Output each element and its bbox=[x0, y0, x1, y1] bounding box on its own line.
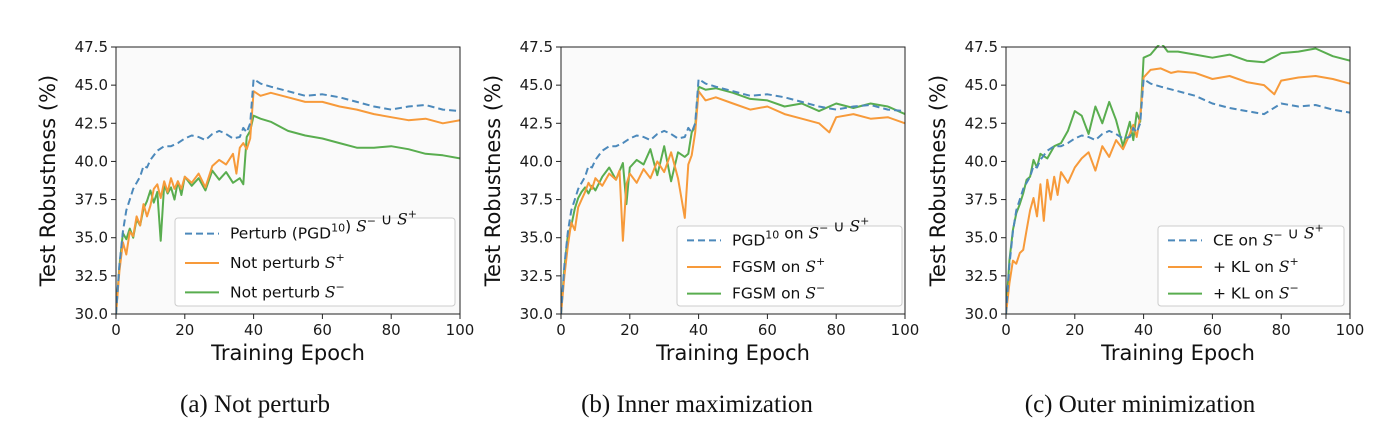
y-tick-label: 42.5 bbox=[520, 114, 553, 132]
y-tick-label: 40.0 bbox=[520, 152, 553, 170]
panel-caption: (a) Not perturb bbox=[180, 391, 330, 418]
series-line-green bbox=[1006, 45, 1350, 314]
x-axis-label: Training Epoch bbox=[210, 341, 365, 365]
y-tick-label: 42.5 bbox=[75, 114, 108, 132]
series-line-green bbox=[561, 85, 905, 314]
y-tick-label: 45.0 bbox=[965, 76, 998, 94]
series-line-blue bbox=[561, 78, 905, 314]
x-tick-label: 60 bbox=[758, 321, 777, 339]
legend-label: + KL on S− bbox=[1213, 282, 1299, 303]
legend-box bbox=[1157, 225, 1345, 307]
y-tick-label: 30.0 bbox=[520, 305, 553, 323]
panel-caption: (c) Outer minimization bbox=[1025, 391, 1256, 418]
x-tick-label: 100 bbox=[1336, 321, 1365, 339]
axes-frame bbox=[560, 46, 906, 315]
x-axis-label: Training Epoch bbox=[655, 341, 810, 365]
legend-label: FGSM on S− bbox=[732, 282, 825, 303]
y-tick-label: 32.5 bbox=[965, 267, 998, 285]
series-group bbox=[1006, 45, 1350, 314]
x-tick-label: 100 bbox=[446, 321, 475, 339]
x-tick-label: 40 bbox=[689, 321, 708, 339]
legend: CE on S− ∪ S+ + KL on S+ + KL on S− bbox=[1157, 221, 1345, 307]
legend-box bbox=[174, 217, 456, 307]
x-tick-label: 60 bbox=[313, 321, 332, 339]
y-tick-label: 40.0 bbox=[965, 152, 998, 170]
legend-label: Not perturb S+ bbox=[230, 251, 345, 272]
series-line-orange bbox=[1006, 67, 1350, 314]
y-tick-label: 37.5 bbox=[965, 191, 998, 209]
y-axis-label: Test Robustness (%) bbox=[926, 75, 950, 287]
x-tick-label: 20 bbox=[1065, 321, 1084, 339]
series-line-orange bbox=[116, 90, 460, 314]
y-tick-label: 45.0 bbox=[75, 76, 108, 94]
legend-label: CE on S− ∪ S+ bbox=[1213, 221, 1324, 249]
y-tick-label: 35.0 bbox=[75, 229, 108, 247]
x-tick-label: 0 bbox=[111, 321, 121, 339]
series-line-orange bbox=[561, 90, 905, 314]
x-tick-label: 80 bbox=[382, 321, 401, 339]
series-group bbox=[561, 78, 905, 314]
legend-label: PGD10 on S− ∪ S+ bbox=[732, 214, 869, 249]
y-tick-label: 35.0 bbox=[520, 229, 553, 247]
x-tick-label: 40 bbox=[1134, 321, 1153, 339]
x-tick-label: 80 bbox=[1272, 321, 1291, 339]
y-tick-label: 37.5 bbox=[520, 191, 553, 209]
x-tick-label: 0 bbox=[556, 321, 566, 339]
x-tick-label: 60 bbox=[1203, 321, 1222, 339]
x-tick-label: 40 bbox=[244, 321, 263, 339]
series-line-blue bbox=[1006, 78, 1350, 314]
x-axis-label: Training Epoch bbox=[1100, 341, 1255, 365]
panel-inner-maximization: 30.0 32.5 35.0 37.5 40.0 42.5 45.0 47.5 0 20 40 60 8… bbox=[481, 38, 919, 418]
y-tick-label: 45.0 bbox=[520, 76, 553, 94]
y-tick-label: 32.5 bbox=[520, 267, 553, 285]
axes-frame bbox=[1005, 46, 1351, 315]
y-tick-label: 32.5 bbox=[75, 267, 108, 285]
panel-not-perturb: 30.0 32.5 35.0 37.5 40.0 42.5 45.0 47.5 0 20 40 60 8… bbox=[36, 38, 474, 418]
y-tick-label: 30.0 bbox=[965, 305, 998, 323]
y-tick-label: 47.5 bbox=[75, 38, 108, 56]
y-tick-label: 42.5 bbox=[965, 114, 998, 132]
axes-frame bbox=[115, 46, 461, 315]
legend-label: Not perturb S− bbox=[230, 280, 345, 301]
legend-label: + KL on S+ bbox=[1213, 255, 1299, 276]
series-group bbox=[116, 78, 460, 314]
legend-label: Perturb (PGD10) S− ∪ S+ bbox=[230, 208, 417, 243]
panel-caption: (b) Inner maximization bbox=[581, 391, 813, 418]
x-tick-label: 80 bbox=[827, 321, 846, 339]
y-axis-label: Test Robustness (%) bbox=[481, 75, 505, 287]
y-tick-label: 47.5 bbox=[965, 38, 998, 56]
legend-label: FGSM on S+ bbox=[732, 255, 825, 276]
y-tick-label: 37.5 bbox=[75, 191, 108, 209]
legend: PGD10 on S− ∪ S+ FGSM on S+ FGSM on S− bbox=[676, 214, 903, 307]
legend: Perturb (PGD10) S− ∪ S+ Not perturb S+ Not… bbox=[174, 208, 456, 307]
y-tick-label: 47.5 bbox=[520, 38, 553, 56]
y-axis-label: Test Robustness (%) bbox=[36, 75, 60, 287]
x-tick-label: 100 bbox=[891, 321, 920, 339]
y-tick-label: 35.0 bbox=[965, 229, 998, 247]
series-line-blue bbox=[116, 78, 460, 314]
panel-outer-minimization: 30.0 32.5 35.0 37.5 40.0 42.5 45.0 47.5 0 20 40 60 8… bbox=[926, 38, 1364, 418]
x-tick-label: 20 bbox=[620, 321, 639, 339]
y-tick-label: 40.0 bbox=[75, 152, 108, 170]
legend-box bbox=[676, 225, 903, 307]
y-tick-label: 30.0 bbox=[75, 305, 108, 323]
x-tick-label: 0 bbox=[1001, 321, 1011, 339]
x-tick-label: 20 bbox=[175, 321, 194, 339]
